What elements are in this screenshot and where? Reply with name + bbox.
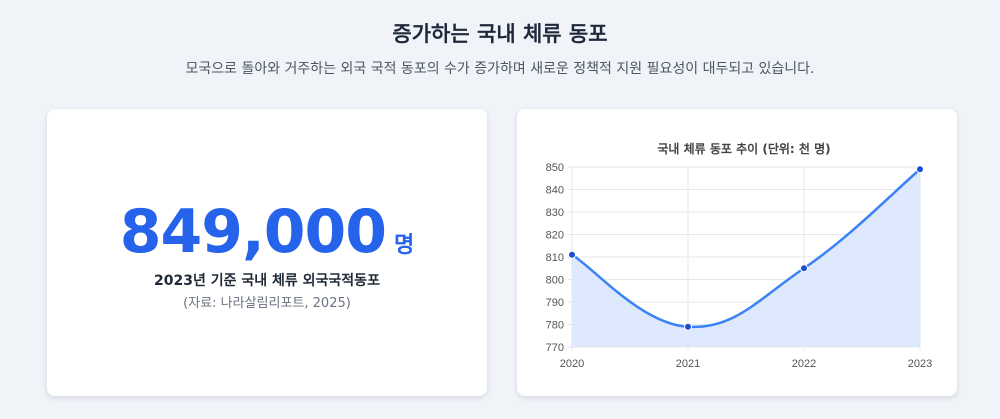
y-tick-label: 820 [546, 230, 564, 242]
y-tick-label: 810 [546, 252, 564, 264]
page-subtitle: 모국으로 돌아와 거주하는 외국 국적 동포의 수가 증가하며 새로운 정책적 … [185, 61, 815, 77]
chart-points [568, 165, 924, 331]
stat-value: 849,000 명 [47, 197, 487, 267]
series-line [571, 168, 921, 329]
chart-title: 국내 체류 동포 추이 (단위: 천 명) [657, 141, 830, 156]
y-tick-label: 850 [546, 162, 564, 174]
stat-card: 849,000 명 2023년 기준 국내 체류 외국국적동포 (자료: 나라살림… [47, 109, 487, 396]
stat-unit: 명 [394, 233, 415, 258]
y-tick-label: 830 [546, 207, 564, 219]
x-tick-label: 2021 [676, 358, 700, 370]
x-tick-label: 2020 [560, 358, 584, 370]
x-tick-label: 2022 [792, 358, 816, 370]
data-point [800, 264, 808, 273]
stat-number: 849,000 [119, 197, 387, 267]
line-chart: 국내 체류 동포 추이 (단위: 천 명) 770 780 790 800 810 820… [546, 141, 933, 370]
data-point [916, 165, 924, 174]
y-tick-label: 800 [546, 275, 564, 287]
chart-area [571, 168, 921, 347]
y-tick-label: 770 [546, 342, 564, 354]
y-tick-label: 840 [546, 185, 564, 197]
stat-source: (자료: 나라살림리포트, 2025) [183, 296, 351, 311]
data-point [684, 322, 692, 331]
stat-caption: 2023년 기준 국내 체류 외국국적동포 [154, 273, 380, 289]
area-fill [572, 169, 920, 347]
y-tick-label: 780 [546, 320, 564, 332]
y-tick-label: 790 [546, 297, 564, 309]
chart-card: 국내 체류 동포 추이 (단위: 천 명) 770 780 790 800 810 820… [517, 109, 957, 396]
x-tick-label: 2023 [908, 358, 932, 370]
chart-labels: 770 780 790 800 810 820 830 840 850 2020 2021 2022 2… [546, 162, 933, 370]
data-point [568, 250, 576, 259]
page-title: 증가하는 국내 체류 동포 [392, 22, 608, 46]
